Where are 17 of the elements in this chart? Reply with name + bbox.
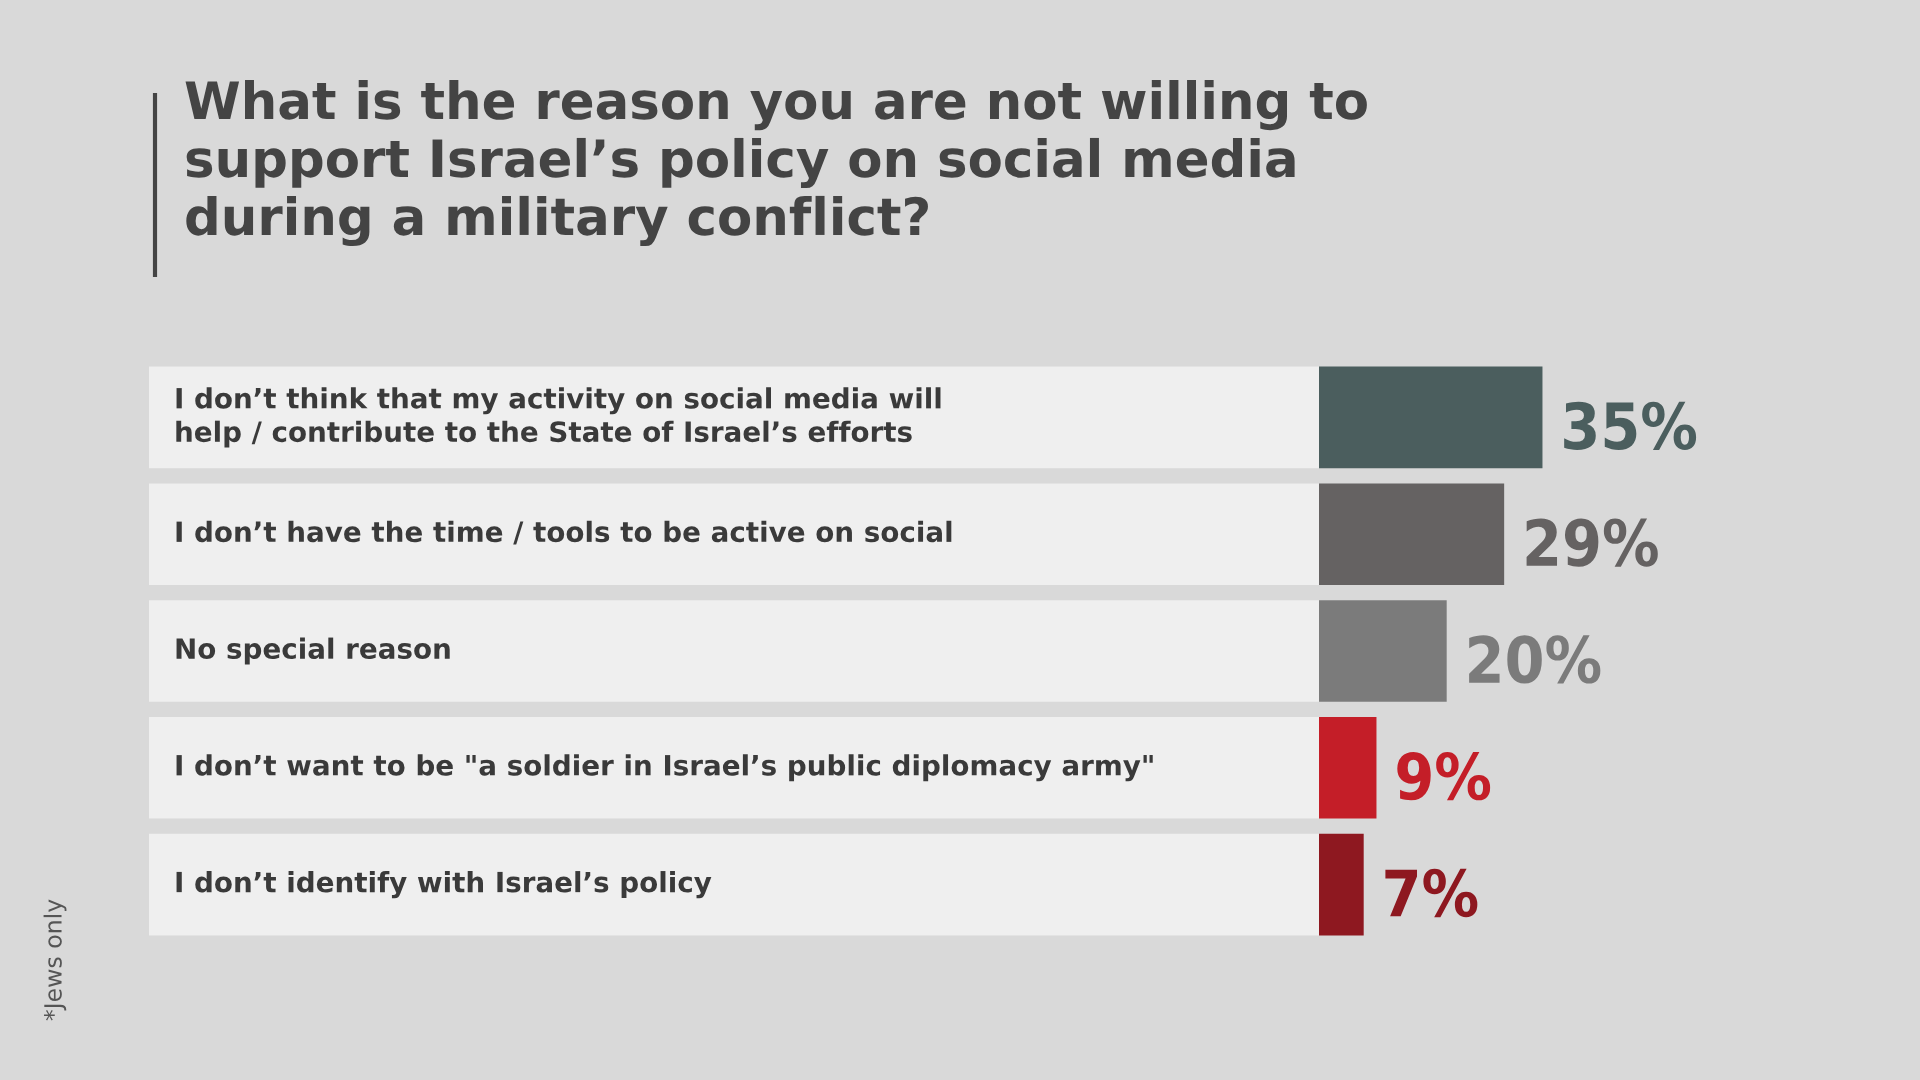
y-tick-label: No special reason	[176, 637, 450, 665]
y-tick-label: I don’t think that my activity on social media will help / contribute to the State of Israel’s efforts	[176, 387, 941, 448]
data-label: 35%	[1564, 401, 1697, 450]
y-tick-label: I don’t identify with Israel’s policy	[176, 871, 712, 899]
data-label: 7%	[1385, 868, 1478, 918]
text: *Jews only	[43, 899, 67, 1021]
bar	[1319, 716, 1377, 819]
data-label: 9%	[1397, 752, 1491, 801]
y-tick-label: I don’t have the time / tools to be active on social	[176, 520, 952, 545]
data-label: 20%	[1469, 635, 1601, 684]
bar	[1319, 600, 1447, 702]
text: What is the reason you are not willing to support Israel’s policy on social media during a military conflict?	[185, 80, 1367, 247]
bar	[1319, 366, 1543, 469]
data-label: 29%	[1526, 518, 1658, 567]
y-tick-label: I don’t want to be "a soldier in Israel’s public diplomacy army"	[176, 754, 1153, 782]
bar	[1319, 483, 1505, 586]
bar	[1319, 833, 1364, 936]
